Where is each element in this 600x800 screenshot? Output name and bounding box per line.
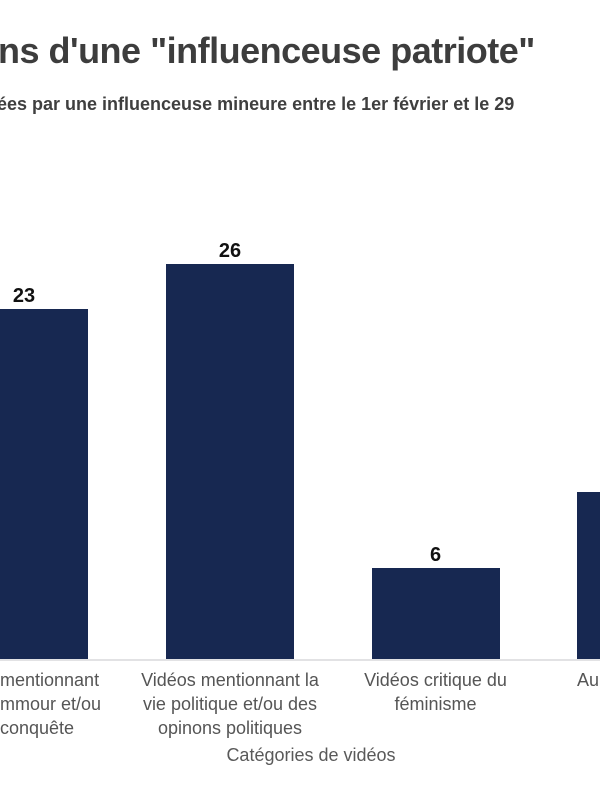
category-label-line: vie politique et/ou des [142, 694, 318, 714]
category-label-line: mentionnant [0, 670, 100, 690]
category-label-line: Au [577, 670, 600, 690]
category-label-line: opinons politiques [157, 718, 303, 738]
bar-category-3 [371, 568, 500, 659]
category-label-4: Au [577, 668, 600, 692]
bar-value-label-3: 6 [429, 544, 442, 566]
x-axis-title: Catégories de vidéos [226, 745, 396, 765]
bar-category-2 [166, 264, 294, 659]
category-label-line: mmour et/ou [0, 694, 102, 714]
bar-category-1 [0, 309, 88, 659]
x-axis-line [0, 659, 600, 661]
category-label-1: mentionnant mmour et/ou conquête [0, 668, 214, 740]
category-label-2: Vidéos mentionnant la vie politique et/ou… [123, 668, 337, 740]
chart-title: ns d'une "influenceuse patriote" [0, 30, 535, 71]
bar-value-label-1: 23 [12, 285, 36, 307]
category-label-line: conquête [0, 718, 75, 738]
category-label-line: féminisme [394, 694, 477, 714]
chart-subtitle: ées par une influenceuse mineure entre l… [0, 94, 515, 114]
bar-category-4 [577, 492, 600, 659]
category-label-line: Vidéos mentionnant la [141, 670, 319, 690]
category-label-line: Vidéos critique du [364, 670, 507, 690]
category-label-3: Vidéos critique du féminisme [329, 668, 543, 716]
bar-value-label-2: 26 [218, 240, 242, 262]
